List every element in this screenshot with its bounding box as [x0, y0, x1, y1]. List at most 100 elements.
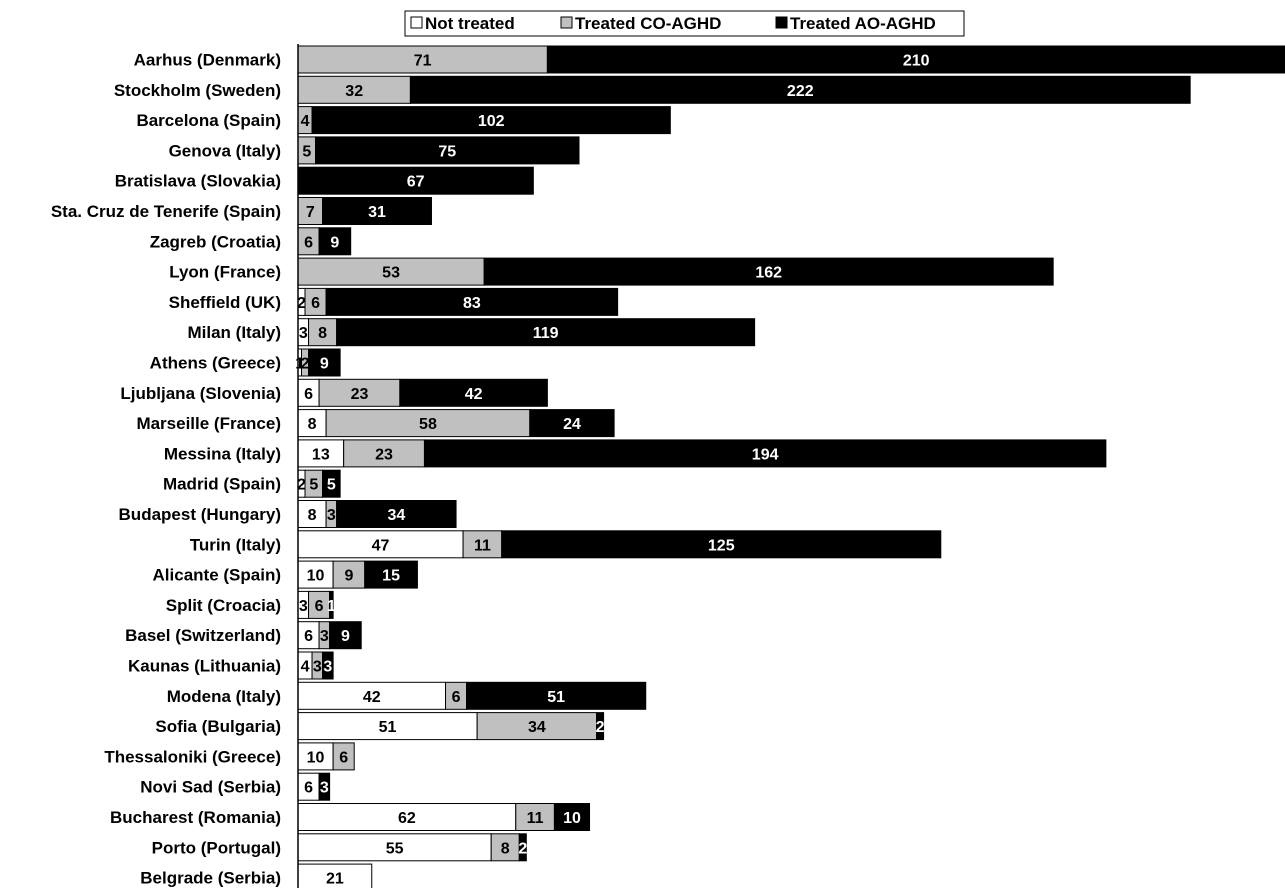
category-label: Alicante (Spain) [153, 566, 281, 585]
legend-box [404, 10, 965, 37]
bar-treated-ao-aghd [297, 166, 534, 195]
category-label: Milan (Italy) [187, 323, 281, 342]
category-label: Kaunas (Lithuania) [128, 657, 281, 676]
legend-swatch-treated-co-aghd [560, 16, 573, 29]
bar-treated-ao-aghd [546, 45, 1285, 74]
bar-treated-ao-aghd [529, 409, 615, 438]
data-label: 3 [313, 659, 322, 676]
data-label: 23 [375, 446, 393, 463]
data-label: 3 [299, 325, 308, 342]
category-label: Zagreb (Croatia) [150, 232, 281, 251]
data-label: 3 [323, 659, 332, 676]
category-label: Budapest (Hungary) [119, 505, 281, 524]
data-label: 32 [345, 83, 363, 100]
bar-treated-ao-aghd [596, 712, 605, 741]
data-label: 3 [299, 598, 308, 615]
data-label: 62 [398, 810, 416, 827]
category-label: Lyon (France) [169, 263, 281, 282]
data-label: 194 [752, 446, 779, 463]
category-label: Marseille (France) [136, 414, 281, 433]
data-label: 3 [320, 628, 329, 645]
data-label: 24 [563, 416, 581, 433]
legend-label: Not treated [425, 14, 515, 33]
data-label: 4 [301, 113, 310, 130]
data-label: 42 [465, 386, 483, 403]
data-label: 125 [708, 537, 735, 554]
legend-swatch-not-treated [410, 16, 423, 29]
data-label: 10 [307, 568, 325, 585]
category-label: Bratislava (Slovakia) [115, 172, 281, 191]
bar-treated-ao-aghd [318, 772, 331, 801]
data-label: 4 [301, 659, 310, 676]
category-label: Bucharest (Romania) [110, 808, 281, 827]
data-label: 11 [527, 810, 544, 827]
bar-treated-ao-aghd [308, 348, 341, 377]
data-label: 8 [501, 840, 510, 857]
category-label: Aarhus (Denmark) [134, 51, 281, 70]
data-label: 1 [327, 598, 336, 615]
data-label: 13 [312, 446, 330, 463]
data-label: 83 [463, 295, 481, 312]
bar-treated-ao-aghd [318, 227, 352, 256]
data-label: 5 [302, 143, 311, 160]
data-label: 34 [528, 719, 546, 736]
data-label: 210 [903, 53, 930, 70]
bar-treated-co-aghd [476, 712, 598, 741]
data-label: 47 [372, 537, 390, 554]
bar-treated-ao-aghd [364, 560, 418, 589]
category-label: Stockholm (Sweden) [114, 81, 281, 100]
data-label: 7 [306, 204, 315, 221]
data-label: 6 [339, 749, 348, 766]
bar-treated-ao-aghd [322, 469, 341, 498]
bar-treated-co-aghd [297, 197, 324, 225]
bar-treated-ao-aghd [329, 590, 334, 619]
category-label: Athens (Greece) [150, 354, 281, 373]
chart-legend: Not treated Treated CO-AGHD Treated AO-AGH… [404, 10, 965, 37]
legend-swatch-treated-ao-aghd [775, 16, 788, 29]
data-label: 34 [387, 507, 405, 524]
data-label: 21 [326, 871, 344, 888]
data-label: 162 [755, 265, 782, 282]
data-label: 8 [308, 507, 317, 524]
category-label: Turin (Italy) [190, 535, 281, 554]
data-label: 9 [344, 568, 353, 585]
bar-treated-ao-aghd [311, 106, 671, 135]
bar-treated-ao-aghd [483, 257, 1054, 286]
category-label: Sheffield (UK) [169, 293, 281, 312]
data-label: 1 [295, 356, 304, 373]
data-label: 3 [320, 780, 329, 797]
bar-treated-co-aghd [462, 530, 503, 559]
data-label: 23 [351, 386, 369, 403]
category-label: Madrid (Spain) [163, 475, 281, 494]
data-label: 5 [309, 477, 318, 494]
data-label: 6 [304, 780, 313, 797]
data-label: 11 [474, 537, 491, 554]
legend-label: Treated CO-AGHD [575, 14, 721, 33]
data-label: 75 [438, 143, 456, 160]
data-label: 2 [301, 356, 310, 373]
bar-not-treated [297, 409, 327, 438]
category-label: Thessaloniki (Greece) [104, 747, 281, 766]
data-label: 10 [307, 749, 325, 766]
bar-treated-ao-aghd [501, 530, 942, 559]
bar-treated-ao-aghd [336, 318, 756, 347]
category-label: Sta. Cruz de Tenerife (Spain) [51, 202, 281, 221]
data-label: 6 [452, 689, 461, 706]
data-label: 71 [414, 53, 432, 70]
category-label: Novi Sad (Serbia) [140, 778, 281, 797]
bar-treated-ao-aghd [325, 287, 619, 316]
data-label: 55 [386, 840, 404, 857]
data-label: 3 [327, 507, 336, 524]
bar-treated-ao-aghd [315, 136, 580, 165]
data-label: 15 [382, 568, 400, 585]
data-label: 51 [379, 719, 397, 736]
data-label: 5 [327, 477, 336, 494]
bar-treated-co-aghd [325, 409, 531, 438]
bar-treated-ao-aghd [423, 439, 1107, 468]
data-label: 9 [320, 356, 329, 373]
data-label: 6 [315, 598, 324, 615]
bar-treated-ao-aghd [466, 681, 647, 710]
bar-treated-co-aghd [318, 378, 401, 407]
category-label: Ljubljana (Slovenia) [120, 384, 281, 403]
